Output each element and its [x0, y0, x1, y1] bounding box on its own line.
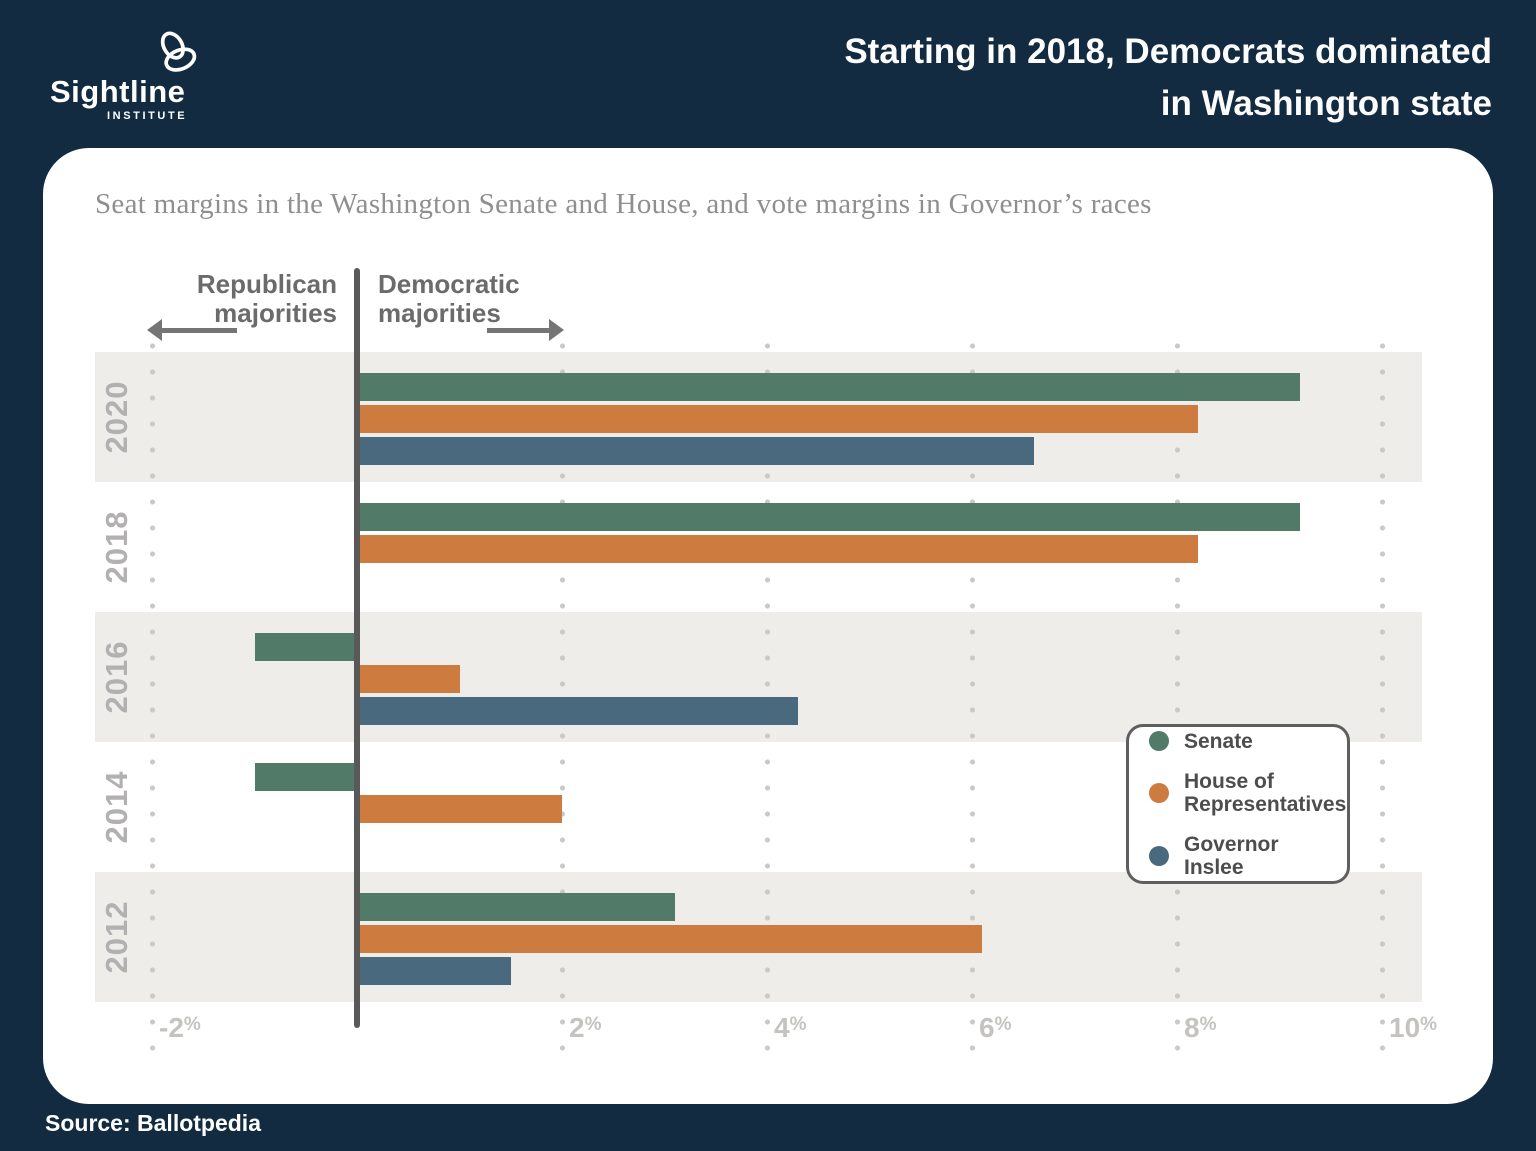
gridline-8pct [1175, 333, 1180, 1062]
gridline-6pct [970, 333, 975, 1062]
year-label-2012: 2012 [99, 900, 134, 974]
bar-2016-senate [254, 633, 357, 661]
logo-wordmark: Sightline [50, 74, 186, 109]
x-tick-label-10: 10% [1389, 1012, 1438, 1043]
bar-2018-senate [357, 503, 1300, 531]
x-tick-label--2: -2% [159, 1012, 201, 1043]
legend-item-house: House of Representatives [1149, 770, 1347, 816]
plot-area: 2020 2018 2016 2014 2012 -2% 2% 4% 6% 8% 10% [43, 148, 1493, 1104]
sightline-logo: Sightline INSTITUTE [50, 28, 202, 124]
left-arrow-line [161, 328, 237, 333]
legend-item-senate: Senate [1149, 730, 1347, 753]
x-tick-label-8: 8% [1184, 1012, 1217, 1043]
bar-2012-senate [357, 893, 675, 921]
bar-2012-house-of-representatives [357, 925, 983, 953]
right-arrow-icon [549, 319, 564, 341]
bar-2020-senate [357, 373, 1300, 401]
zero-axis-line [354, 268, 360, 1028]
bar-2018-house-of-representatives [357, 535, 1198, 563]
bar-2020-governor-inslee [357, 437, 1034, 465]
x-tick-label-2: 2% [569, 1012, 602, 1043]
x-tick-label-4: 4% [774, 1012, 807, 1043]
chart-card: Seat margins in the Washington Senate an… [43, 148, 1493, 1104]
page-title-line-1: Starting in 2018, Democrats dominated [844, 32, 1492, 71]
page-title-line-2: in Washington state [1160, 84, 1492, 123]
house-dot-icon [1149, 782, 1169, 803]
senate-dot-icon [1149, 731, 1169, 751]
year-label-2020: 2020 [99, 380, 134, 454]
democratic-majorities-label: Democratic majorities [378, 269, 520, 328]
bar-2014-senate [254, 763, 357, 791]
x-tick-label-6: 6% [979, 1012, 1012, 1043]
chart-subtitle: Seat margins in the Washington Senate an… [95, 188, 1152, 220]
year-label-2016: 2016 [99, 640, 134, 714]
republican-majorities-label: Republican majorities [196, 269, 337, 328]
logo-institute-label: INSTITUTE [107, 110, 188, 122]
year-label-2014: 2014 [99, 770, 134, 844]
gridline--2pct [150, 333, 155, 1062]
legend-item-governor: Governor Inslee [1149, 833, 1347, 879]
page-title: Starting in 2018, Democrats dominated in… [844, 26, 1492, 130]
gridline-10pct [1380, 333, 1385, 1062]
bar-2012-governor-inslee [357, 957, 511, 985]
right-arrow-line [487, 328, 549, 333]
bar-2020-house-of-representatives [357, 405, 1198, 433]
left-arrow-icon [147, 319, 162, 341]
bar-2016-governor-inslee [357, 697, 798, 725]
bar-2016-house-of-representatives [357, 665, 460, 693]
legend: Senate House of Representatives Governor… [1126, 724, 1350, 884]
source-credit: Source: Ballotpedia [45, 1110, 261, 1136]
bar-2014-house-of-representatives [357, 795, 562, 823]
governor-dot-icon [1149, 845, 1169, 866]
year-label-2018: 2018 [99, 510, 134, 584]
sightline-logo-icon [160, 31, 197, 72]
